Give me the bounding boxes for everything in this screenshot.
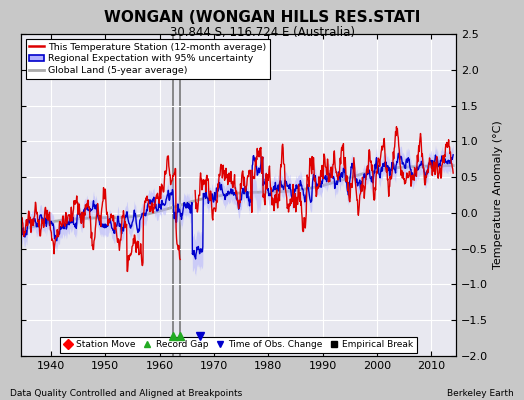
Text: WONGAN (WONGAN HILLS RES.STATI: WONGAN (WONGAN HILLS RES.STATI: [104, 10, 420, 25]
Text: Data Quality Controlled and Aligned at Breakpoints: Data Quality Controlled and Aligned at B…: [10, 389, 243, 398]
Legend: Station Move, Record Gap, Time of Obs. Change, Empirical Break: Station Move, Record Gap, Time of Obs. C…: [60, 337, 417, 353]
Y-axis label: Temperature Anomaly (°C): Temperature Anomaly (°C): [494, 121, 504, 269]
Text: Berkeley Earth: Berkeley Earth: [447, 389, 514, 398]
Text: 30.844 S, 116.724 E (Australia): 30.844 S, 116.724 E (Australia): [169, 26, 355, 39]
